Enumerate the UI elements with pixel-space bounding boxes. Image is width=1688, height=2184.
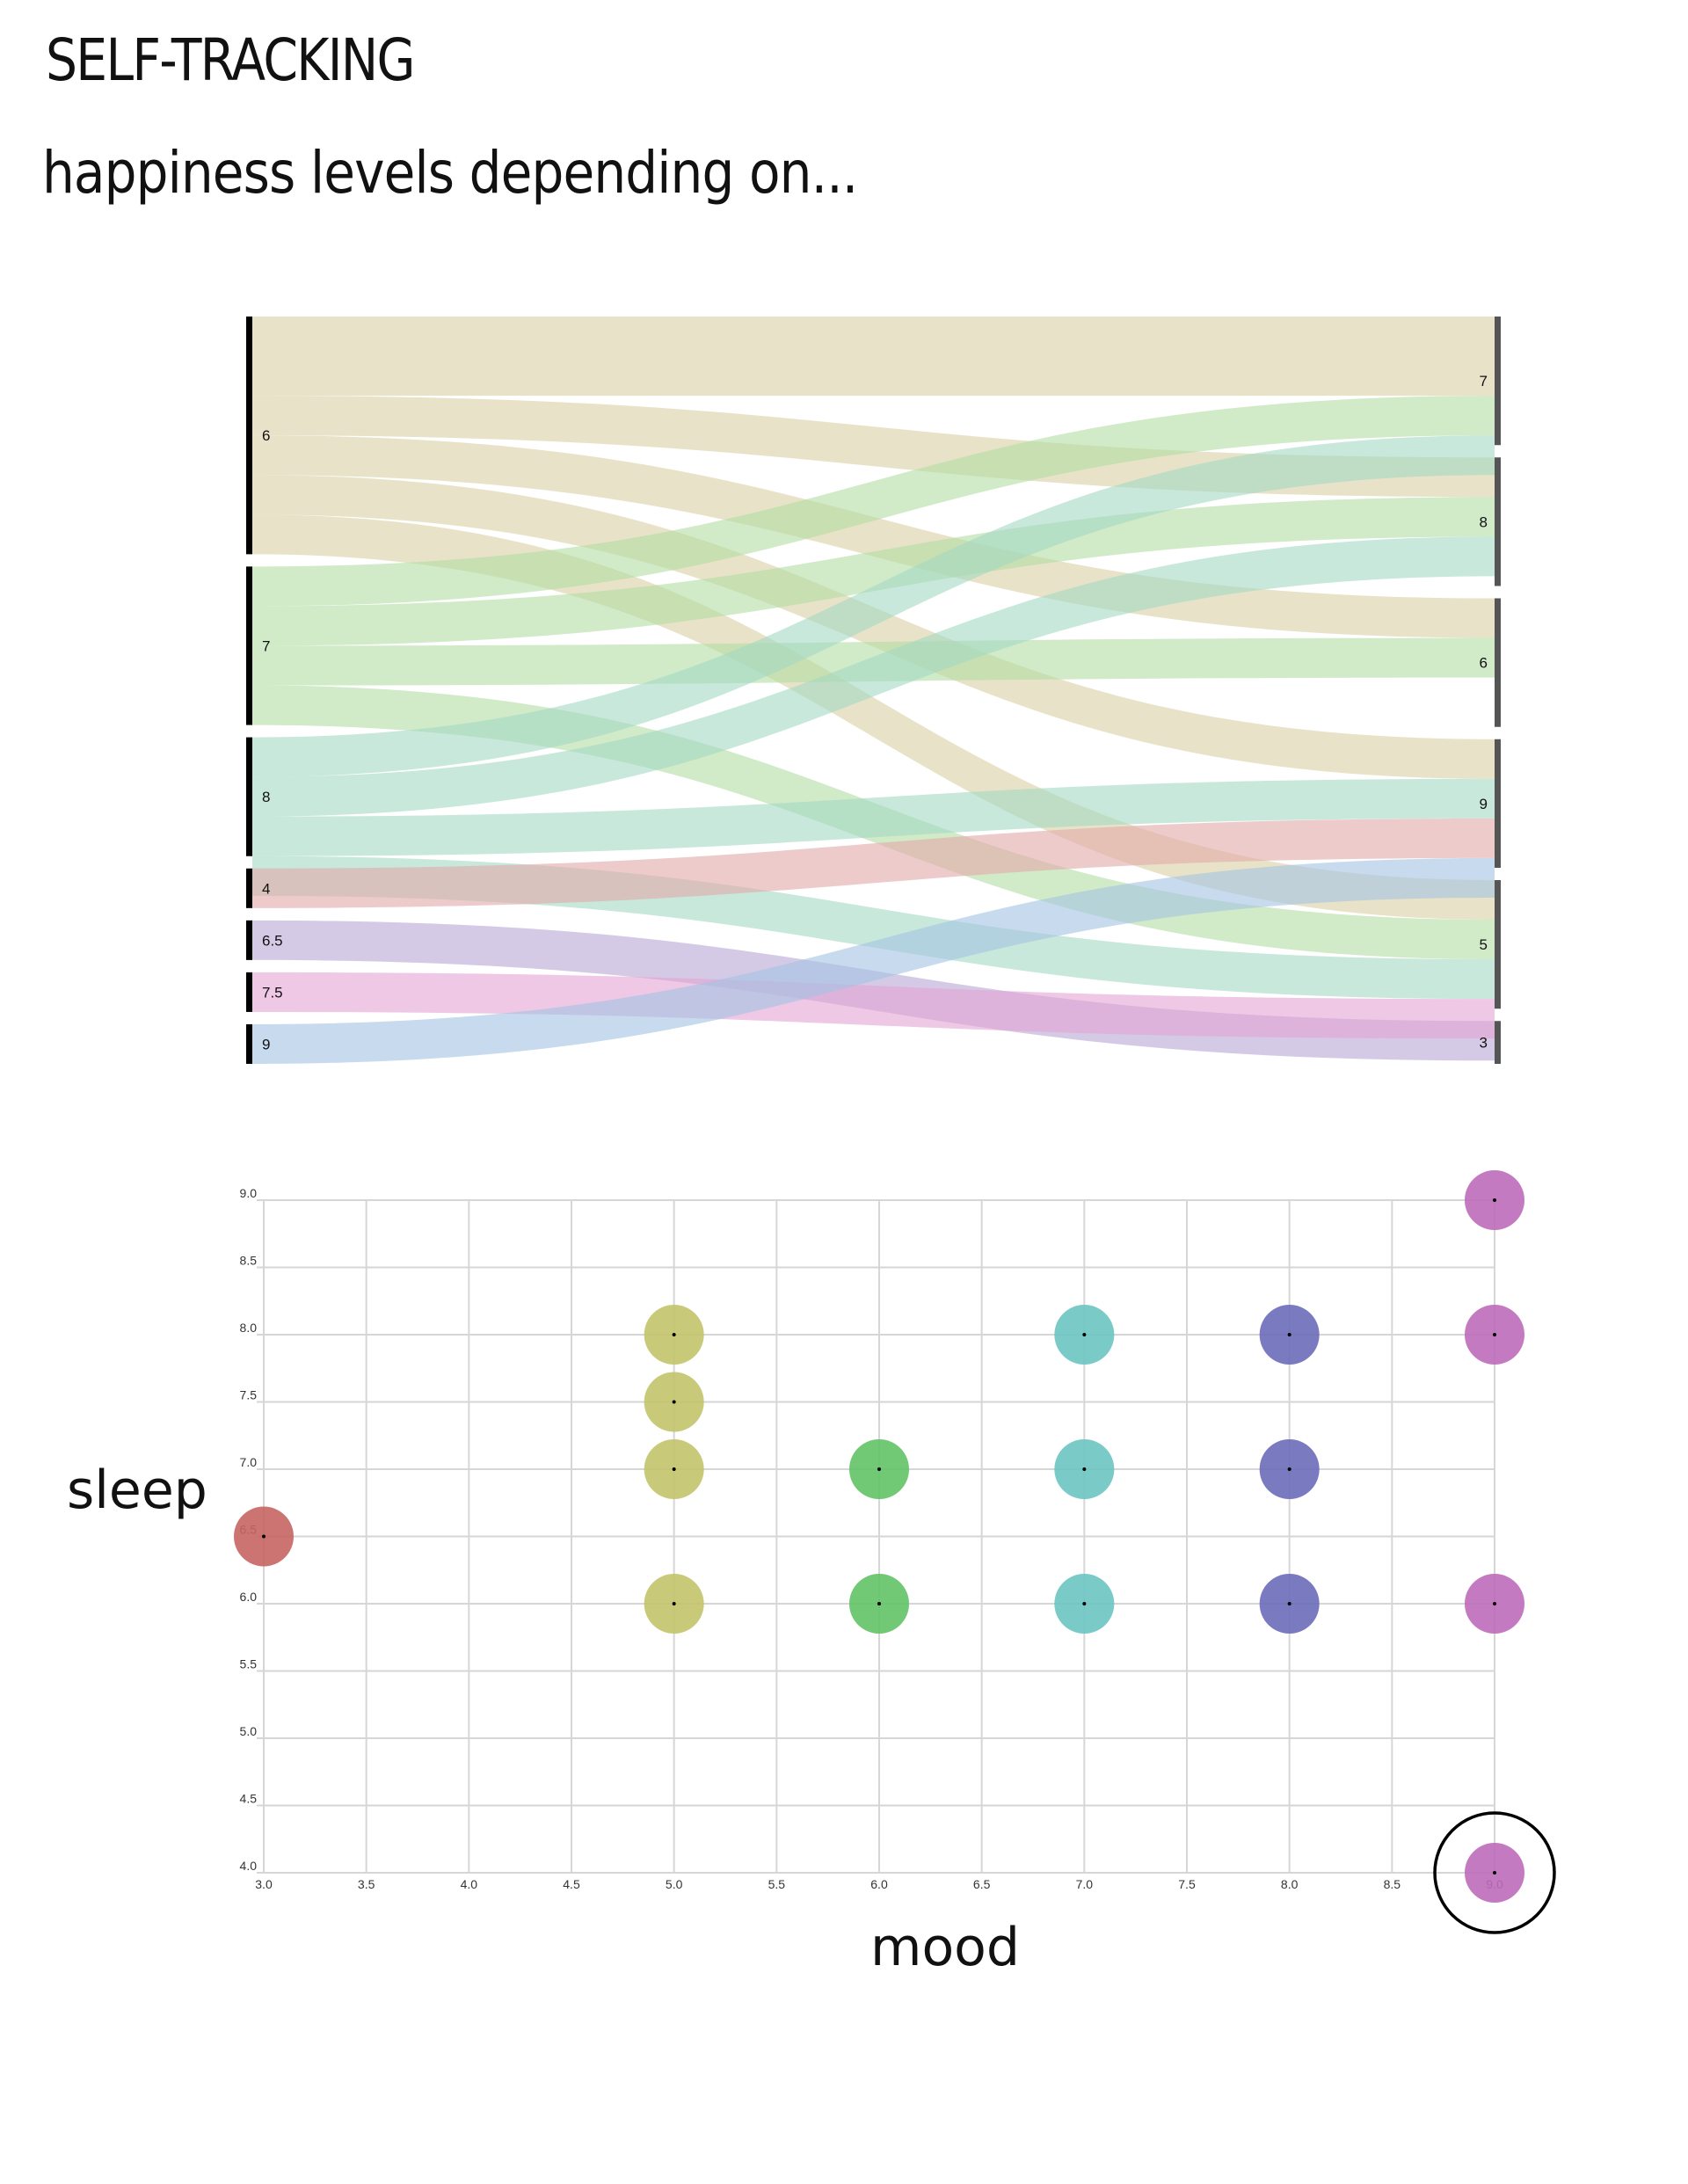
- sankey-link: [252, 475, 1495, 779]
- scatter-chart: 3.0 3.5 4.0 4.5 5.0 5.5 6.0 6.5 7.0 7.5 8.0 8.5 9.0 4…: [234, 1170, 1556, 1934]
- y-tick-label: 9.0: [240, 1186, 258, 1200]
- y-tick-label: 7.5: [240, 1388, 258, 1402]
- x-tick-label: 3.0: [255, 1877, 273, 1891]
- sankey-nodes: 6 7 8 4 6.5 7.5 9 7 8 6 9 5 3: [246, 317, 1501, 1064]
- sankey-node-left: [246, 317, 252, 555]
- scatter-point-center: [877, 1602, 881, 1605]
- sankey-link: [252, 818, 1495, 908]
- sankey-link: [252, 972, 1495, 1039]
- sankey-node-right: [1495, 317, 1501, 446]
- scatter-ticks: 3.0 3.5 4.0 4.5 5.0 5.5 6.0 6.5 7.0 7.5 8.0 8.5 9.0 4…: [240, 1186, 1503, 1891]
- x-tick-label: 8.5: [1384, 1877, 1401, 1891]
- x-tick-label: 4.0: [461, 1877, 478, 1891]
- sankey-node-label: 4: [262, 880, 270, 897]
- scatter-point-center: [672, 1602, 676, 1605]
- y-axis-title: sleep: [67, 1460, 207, 1521]
- sankey-link: [252, 317, 1495, 397]
- scatter-point-center: [1493, 1198, 1496, 1202]
- page-title: SELF-TRACKING: [46, 26, 415, 94]
- x-tick-label: 6.0: [870, 1877, 888, 1891]
- scatter-point-center: [1082, 1467, 1087, 1471]
- scatter-points: [234, 1170, 1556, 1934]
- highlight-ring: [1433, 1811, 1556, 1934]
- sankey-link: [252, 857, 1495, 1064]
- sankey-node-label: 6: [262, 427, 270, 444]
- y-tick-label: 7.0: [240, 1455, 258, 1469]
- sankey-node-label: 6: [1480, 655, 1488, 672]
- x-tick-label: 4.5: [563, 1877, 580, 1891]
- sankey-node-label: 7.5: [262, 984, 283, 1001]
- sankey-link: [252, 778, 1495, 856]
- scatter-point-center: [262, 1534, 266, 1539]
- x-tick-label: 5.0: [666, 1877, 683, 1891]
- sankey-chart: 6 7 8 4 6.5 7.5 9 7 8 6 9 5 3: [246, 317, 1501, 1064]
- sankey-node-right: [1495, 739, 1501, 868]
- scatter-point-center: [1287, 1602, 1291, 1605]
- sankey-link: [252, 536, 1495, 817]
- sankey-node-label: 5: [1480, 936, 1488, 953]
- sankey-node-label: 3: [1480, 1035, 1488, 1052]
- sankey-link: [252, 514, 1495, 921]
- sankey-node-label: 8: [262, 789, 270, 805]
- sankey-link: [252, 435, 1495, 777]
- scatter-point-center: [1493, 1333, 1496, 1336]
- scatter-point-center: [1493, 1602, 1496, 1605]
- y-tick-label: 6.0: [240, 1590, 258, 1604]
- sankey-node-label: 9: [262, 1036, 270, 1052]
- scatter-point-center: [672, 1333, 676, 1336]
- x-tick-label: 6.5: [973, 1877, 991, 1891]
- scatter-point-center: [672, 1467, 676, 1471]
- sankey-link: [252, 497, 1495, 646]
- sankey-node-label: 7: [1480, 373, 1488, 389]
- x-tick-label: 7.0: [1076, 1877, 1094, 1891]
- sankey-links: [252, 317, 1495, 1064]
- sankey-node-label: 8: [1480, 513, 1488, 530]
- scatter-point-center: [1287, 1333, 1291, 1336]
- sankey-node-label: 9: [1480, 796, 1488, 812]
- sankey-node-label: 6.5: [262, 932, 283, 949]
- x-tick-label: 3.5: [358, 1877, 375, 1891]
- sankey-node-left: [246, 566, 252, 725]
- x-tick-label: 7.5: [1178, 1877, 1196, 1891]
- y-tick-label: 5.0: [240, 1724, 258, 1738]
- x-tick-label: 5.5: [768, 1877, 786, 1891]
- scatter-point-center: [672, 1400, 676, 1404]
- sankey-node-right: [1495, 598, 1501, 727]
- scatter-point-center: [1082, 1602, 1087, 1605]
- scatter-point-center: [877, 1467, 881, 1471]
- sankey-node-right: [1495, 1021, 1501, 1064]
- x-axis-title: mood: [870, 1917, 1020, 1978]
- sankey-node-left: [246, 972, 252, 1012]
- scatter-point-center: [1082, 1333, 1087, 1336]
- y-tick-label: 5.5: [240, 1657, 258, 1671]
- scatter-point-center: [1287, 1467, 1291, 1471]
- y-tick-label: 8.0: [240, 1321, 258, 1335]
- sankey-node-left: [246, 1023, 252, 1064]
- sankey-node-label: 7: [262, 637, 270, 654]
- sankey-link: [252, 396, 1495, 607]
- y-tick-label: 4.5: [240, 1792, 258, 1806]
- y-tick-label: 8.5: [240, 1254, 258, 1268]
- sankey-node-left: [246, 920, 252, 960]
- scatter-point-center: [1493, 1871, 1496, 1875]
- sankey-node-left: [246, 868, 252, 908]
- sankey-node-left: [246, 737, 252, 856]
- x-tick-label: 8.0: [1281, 1877, 1299, 1891]
- y-tick-label: 4.0: [240, 1859, 258, 1873]
- page-subtitle: happiness levels depending on...: [42, 139, 858, 207]
- sankey-node-right: [1495, 457, 1501, 586]
- sankey-node-right: [1495, 880, 1501, 1009]
- scatter-grid: [257, 1199, 1495, 1874]
